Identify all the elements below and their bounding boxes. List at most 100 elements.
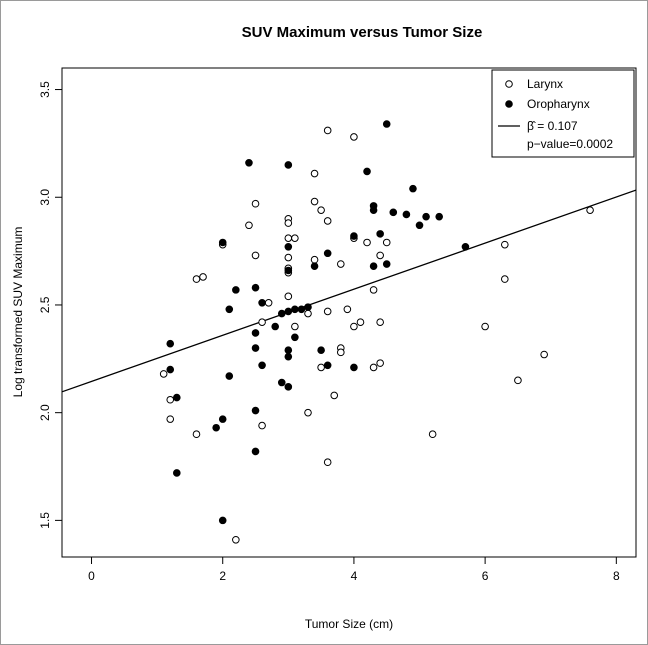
- larynx-point: [310, 197, 319, 206]
- oropharynx-point: [251, 344, 260, 352]
- oropharynx-point: [350, 363, 358, 372]
- y-axis-label: Log transformed SUV Maximum: [11, 227, 25, 398]
- larynx-point: [369, 286, 378, 294]
- larynx-point: [251, 251, 260, 260]
- oropharynx-point: [284, 266, 293, 275]
- oropharynx-point: [284, 161, 293, 169]
- oropharynx-point: [369, 262, 378, 270]
- oropharynx-point: [218, 415, 227, 423]
- data-points: [159, 120, 594, 544]
- x-tick-label: 2: [219, 569, 226, 583]
- larynx-point: [356, 318, 365, 326]
- larynx-point: [258, 318, 266, 326]
- oropharynx-point: [251, 406, 260, 415]
- larynx-point: [245, 221, 253, 230]
- larynx-point: [251, 199, 260, 208]
- x-tick-label: 8: [613, 569, 620, 583]
- chart-title: SUV Maximum versus Tumor Size: [242, 24, 483, 41]
- larynx-point: [350, 322, 358, 331]
- oropharynx-point: [284, 242, 293, 251]
- larynx-point: [540, 350, 548, 359]
- larynx-point: [232, 535, 240, 544]
- y-tick-label: 3.0: [38, 189, 52, 206]
- legend-pvalue-label: p−value=0.0002: [527, 137, 613, 151]
- y-tick-label: 2.5: [38, 296, 52, 313]
- oropharynx-point: [389, 208, 398, 217]
- plot-area-border: [61, 67, 637, 558]
- larynx-point: [337, 348, 345, 357]
- oropharynx-point: [166, 339, 175, 348]
- larynx-point: [317, 206, 325, 214]
- larynx-point: [291, 322, 299, 331]
- larynx-point: [310, 169, 319, 178]
- larynx-point: [337, 260, 345, 268]
- oropharynx-point: [369, 206, 378, 214]
- y-tick-label: 3.5: [38, 81, 52, 98]
- oropharynx-point: [173, 469, 181, 477]
- oropharynx-point: [310, 262, 319, 270]
- oropharynx-point: [382, 120, 391, 128]
- oropharynx-point: [245, 158, 253, 167]
- larynx-point: [323, 458, 332, 467]
- larynx-point: [376, 318, 384, 326]
- legend-larynx-label: Larynx: [527, 77, 563, 91]
- legend-oropharynx-label: Oropharynx: [527, 97, 590, 111]
- oropharynx-point: [225, 372, 234, 380]
- larynx-point: [291, 234, 299, 242]
- legend-beta-label: β̂ = 0.107: [527, 119, 578, 133]
- legend: Larynx Oropharynx β̂ = 0.107 p−value=0.0…: [491, 69, 635, 158]
- y-axis: 1.5 2.0 2.5 3.0 3.5: [38, 81, 62, 529]
- larynx-point: [159, 370, 168, 378]
- larynx-point: [310, 255, 319, 264]
- larynx-point: [376, 359, 384, 367]
- larynx-point: [304, 408, 312, 417]
- x-tick-label: 4: [351, 569, 358, 583]
- larynx-point: [369, 363, 378, 372]
- oropharynx-point: [277, 309, 286, 318]
- oropharynx-point: [258, 361, 266, 370]
- larynx-point: [192, 275, 201, 283]
- oropharynx-point: [251, 329, 260, 337]
- larynx-point: [382, 238, 391, 247]
- larynx-point: [350, 133, 358, 141]
- larynx-point: [428, 430, 437, 439]
- regression-line: [61, 189, 637, 393]
- regression-line-group: [61, 189, 637, 393]
- oropharynx-point: [212, 423, 220, 432]
- larynx-point: [323, 126, 332, 135]
- oropharynx-point: [258, 299, 266, 307]
- oropharynx-point: [402, 210, 411, 219]
- larynx-point: [284, 234, 293, 242]
- y-tick-label: 2.0: [38, 404, 52, 421]
- larynx-point: [317, 363, 325, 372]
- oropharynx-point: [225, 305, 234, 314]
- larynx-point: [514, 376, 522, 385]
- larynx-point: [304, 309, 312, 318]
- oropharynx-point: [323, 249, 332, 258]
- y-tick-label: 1.5: [38, 512, 52, 529]
- larynx-point: [363, 238, 371, 247]
- larynx-point: [284, 292, 293, 301]
- legend-oropharynx-marker: [505, 100, 513, 108]
- larynx-point: [284, 253, 293, 262]
- oropharynx-point: [297, 305, 306, 314]
- x-tick-label: 0: [88, 569, 95, 583]
- larynx-point: [264, 299, 273, 307]
- larynx-point: [501, 240, 509, 249]
- larynx-point: [199, 273, 207, 281]
- larynx-point: [376, 251, 384, 260]
- legend-larynx-marker: [505, 80, 513, 88]
- oropharynx-point: [461, 242, 470, 251]
- oropharynx-point: [363, 167, 371, 176]
- x-axis: 0 2 4 6 8: [88, 557, 620, 583]
- oropharynx-point: [317, 346, 325, 354]
- oropharynx-point: [291, 333, 299, 342]
- legend-box: [491, 69, 635, 158]
- larynx-point: [284, 219, 293, 227]
- oropharynx-point: [277, 378, 286, 387]
- oropharynx-point: [284, 383, 293, 391]
- oropharynx-point: [284, 307, 293, 316]
- larynx-point: [481, 322, 489, 331]
- larynx-point: [586, 206, 594, 214]
